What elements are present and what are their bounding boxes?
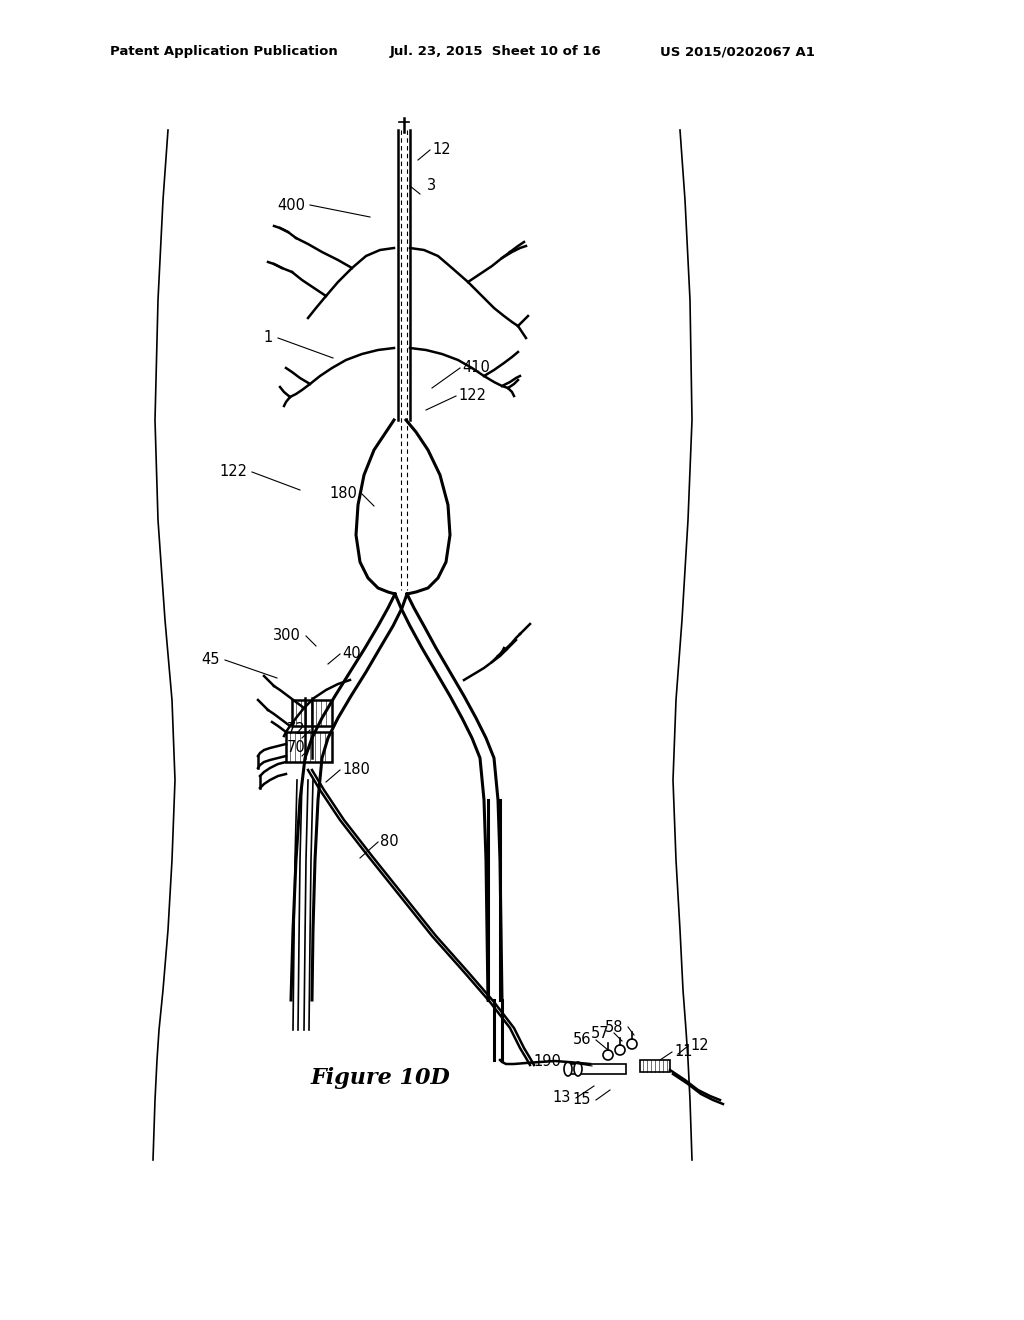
Text: 15: 15 xyxy=(572,1093,591,1107)
FancyBboxPatch shape xyxy=(292,700,332,726)
Ellipse shape xyxy=(564,1063,572,1076)
Text: 56: 56 xyxy=(572,1032,591,1048)
Text: 400: 400 xyxy=(278,198,305,213)
Text: 180: 180 xyxy=(329,487,357,502)
Text: 40: 40 xyxy=(342,647,360,661)
Text: 300: 300 xyxy=(273,628,301,644)
Text: 12: 12 xyxy=(690,1039,709,1053)
Bar xyxy=(566,1064,626,1074)
Text: 80: 80 xyxy=(380,834,398,850)
Text: 410: 410 xyxy=(462,360,489,375)
Text: 70: 70 xyxy=(287,741,305,755)
Text: 58: 58 xyxy=(604,1019,623,1035)
Text: 13: 13 xyxy=(553,1090,571,1106)
Text: 122: 122 xyxy=(219,465,247,479)
Bar xyxy=(640,1060,670,1072)
Circle shape xyxy=(603,1049,613,1060)
Text: Jul. 23, 2015  Sheet 10 of 16: Jul. 23, 2015 Sheet 10 of 16 xyxy=(390,45,602,58)
Text: 12: 12 xyxy=(432,143,451,157)
Circle shape xyxy=(615,1045,625,1055)
Text: Patent Application Publication: Patent Application Publication xyxy=(110,45,338,58)
Circle shape xyxy=(627,1039,637,1049)
Text: Figure 10D: Figure 10D xyxy=(310,1067,450,1089)
FancyBboxPatch shape xyxy=(286,733,332,762)
Text: 190: 190 xyxy=(534,1055,561,1069)
Text: 45: 45 xyxy=(202,652,220,668)
Text: 180: 180 xyxy=(342,763,370,777)
Text: 11: 11 xyxy=(674,1044,692,1060)
Ellipse shape xyxy=(574,1063,582,1076)
Text: 57: 57 xyxy=(591,1026,609,1040)
Text: US 2015/0202067 A1: US 2015/0202067 A1 xyxy=(660,45,815,58)
Text: 122: 122 xyxy=(458,388,486,404)
Text: 1: 1 xyxy=(264,330,273,346)
Text: 72: 72 xyxy=(287,722,305,738)
Text: 3: 3 xyxy=(427,178,436,194)
